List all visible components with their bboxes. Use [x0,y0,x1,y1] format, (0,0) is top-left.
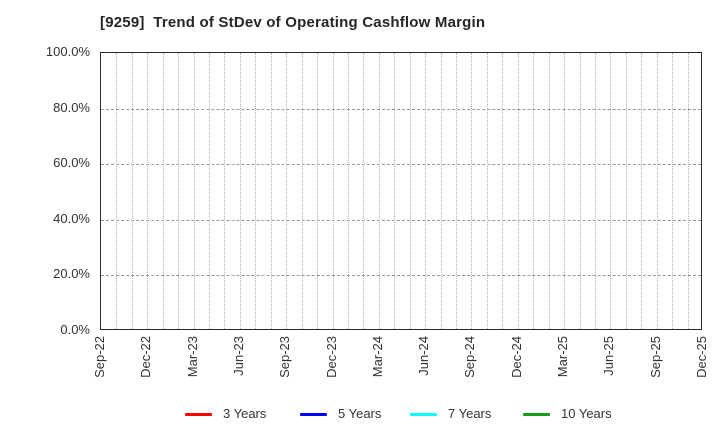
gridline-vertical [687,53,689,329]
x-tick-label: Dec-23 [323,336,339,378]
x-tick-label: Mar-24 [369,336,385,378]
gridline-vertical [548,53,550,329]
x-tick-label: Sep-25 [647,336,663,378]
x-tick-label: Dec-24 [508,336,524,378]
gridline-horizontal [101,219,701,221]
gridline-vertical [471,53,473,329]
y-tick-label: 80.0% [53,99,90,115]
x-tick-label: Mar-23 [184,336,200,378]
legend-item: 10 Years [523,406,612,422]
gridline-vertical [224,53,226,329]
legend-item: 5 Years [300,406,381,422]
gridline-vertical [162,53,164,329]
gridline-vertical [641,53,643,329]
x-tick-label: Sep-22 [92,336,107,378]
legend-label: 7 Years [448,406,492,421]
gridline-vertical [625,53,627,329]
gridline-vertical [594,53,596,329]
chart-title: [9259] Trend of StDev of Operating Cashf… [100,14,486,31]
gridline-vertical [332,53,334,329]
gridline-vertical [409,53,411,329]
x-tick-label: Sep-23 [277,336,293,378]
gridline-vertical [363,53,365,329]
x-tick-label: Jun-23 [230,336,246,376]
gridline-vertical [517,53,519,329]
gridline-horizontal [101,164,701,166]
legend-label: 5 Years [338,406,382,421]
gridline-horizontal [101,108,701,110]
legend-line-swatch [185,412,212,416]
legend-label: 3 Years [223,406,267,421]
legend-item: 7 Years [410,406,491,422]
legend-line-swatch [300,412,327,416]
x-tick-label: Dec-22 [138,336,154,378]
gridline-vertical [486,53,488,329]
gridline-vertical [286,53,288,329]
gridline-vertical [394,53,396,329]
legend-item: 3 Years [185,406,266,422]
x-tick-label: Jun-25 [601,336,617,376]
gridline-vertical [178,53,180,329]
gridline-vertical [378,53,380,329]
legend-line-swatch [410,412,437,416]
gridline-vertical [209,53,211,329]
gridline-vertical [440,53,442,329]
legend-label: 10 Years [561,406,612,421]
x-tick-label: Dec-25 [694,336,709,378]
gridline-vertical [456,53,458,329]
gridline-vertical [147,53,149,329]
gridline-vertical [270,53,272,329]
gridline-vertical [656,53,658,329]
gridline-vertical [533,53,535,329]
y-tick-label: 40.0% [53,210,90,226]
y-tick-label: 20.0% [53,266,90,282]
gridline-vertical [255,53,257,329]
gridline-vertical [610,53,612,329]
gridline-vertical [239,53,241,329]
gridline-vertical [301,53,303,329]
x-tick-label: Mar-25 [555,336,571,378]
gridline-vertical [317,53,319,329]
legend-line-swatch [523,412,550,416]
gridline-horizontal [101,275,701,277]
x-tick-label: Sep-24 [462,336,478,378]
gridline-vertical [564,53,566,329]
gridline-vertical [116,53,118,329]
y-tick-label: 60.0% [53,155,90,171]
gridline-vertical [131,53,133,329]
gridline-vertical [347,53,349,329]
x-tick-label: Jun-24 [416,336,432,376]
gridline-vertical [502,53,504,329]
gridline-vertical [579,53,581,329]
gridline-vertical [672,53,674,329]
plot-area [100,52,702,330]
y-tick-label: 100.0% [45,44,90,59]
gridline-vertical [425,53,427,329]
y-tick-label: 0.0% [60,322,90,337]
gridline-vertical [193,53,195,329]
